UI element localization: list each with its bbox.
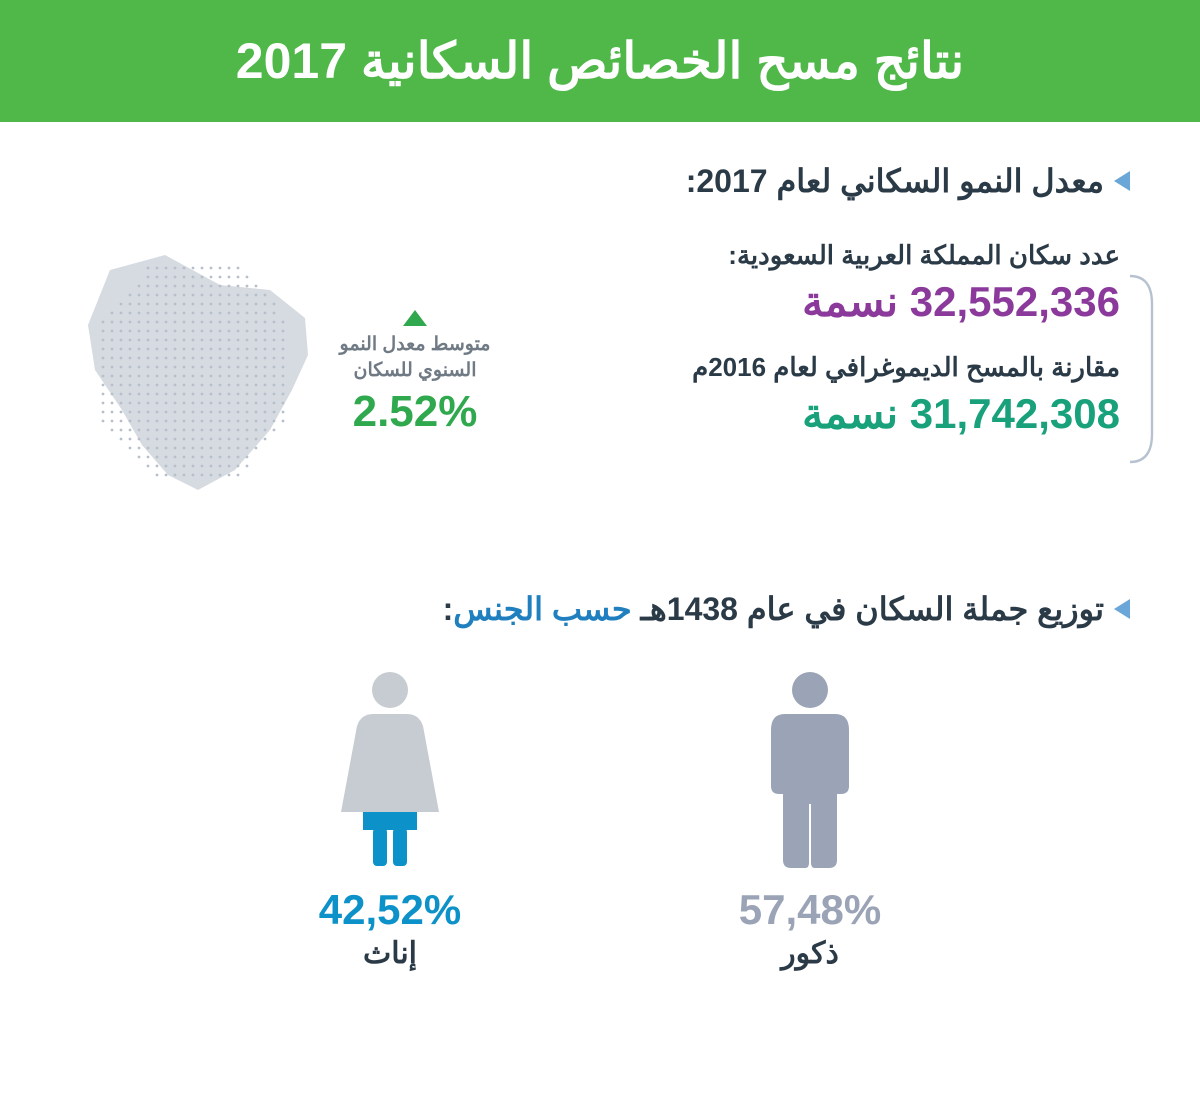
male-label: ذكور <box>700 936 920 971</box>
section-1-heading: معدل النمو السكاني لعام 2017: <box>70 162 1130 200</box>
header-banner: نتائج مسح الخصائص السكانية 2017 <box>0 0 1200 122</box>
growth-rate-label: متوسط معدل النمو السنوي للسكان <box>330 332 500 383</box>
map-column: متوسط معدل النمو السنوي للسكان 2.52% <box>70 240 500 500</box>
growth-stats-row: عدد سكان المملكة العربية السعودية: 32,55… <box>70 240 1130 500</box>
heading-part1: توزيع جملة السكان في عام 1438هـ <box>632 591 1104 627</box>
gender-figures-row: 57,48% ذكور 42,52% إناث <box>70 668 1130 971</box>
section-2-heading-text: توزيع جملة السكان في عام 1438هـ حسب الجن… <box>443 590 1104 628</box>
population-value: 32,552,336 نسمة <box>530 277 1120 326</box>
page-title: نتائج مسح الخصائص السكانية 2017 <box>40 32 1160 90</box>
female-label: إناث <box>280 936 500 971</box>
growth-rate-value: 2.52% <box>330 387 500 437</box>
male-percentage: 57,48% <box>700 886 920 934</box>
population-stats: عدد سكان المملكة العربية السعودية: 32,55… <box>530 240 1130 464</box>
female-item: 42,52% إناث <box>280 668 500 971</box>
male-icon <box>755 668 865 868</box>
heading-accent: حسب الجنس <box>453 591 631 627</box>
compare-value: 31,742,308 نسمة <box>530 389 1120 438</box>
bracket-icon <box>1128 274 1154 464</box>
growth-rate-box: متوسط معدل النمو السنوي للسكان 2.52% <box>330 310 500 437</box>
compare-label: مقارنة بالمسح الديموغرافي لعام 2016م <box>530 352 1120 383</box>
gender-section: توزيع جملة السكان في عام 1438هـ حسب الجن… <box>70 590 1130 971</box>
up-arrow-icon <box>403 310 427 326</box>
bullet-icon <box>1114 599 1130 619</box>
female-icon <box>335 668 445 868</box>
section-2-heading: توزيع جملة السكان في عام 1438هـ حسب الجن… <box>70 590 1130 628</box>
main-content: معدل النمو السكاني لعام 2017: عدد سكان ا… <box>0 122 1200 971</box>
heading-suffix: : <box>443 591 454 627</box>
male-item: 57,48% ذكور <box>700 668 920 971</box>
population-label: عدد سكان المملكة العربية السعودية: <box>530 240 1120 271</box>
saudi-map-icon <box>70 240 320 500</box>
female-percentage: 42,52% <box>280 886 500 934</box>
bullet-icon <box>1114 171 1130 191</box>
section-1-heading-text: معدل النمو السكاني لعام 2017: <box>686 162 1104 200</box>
